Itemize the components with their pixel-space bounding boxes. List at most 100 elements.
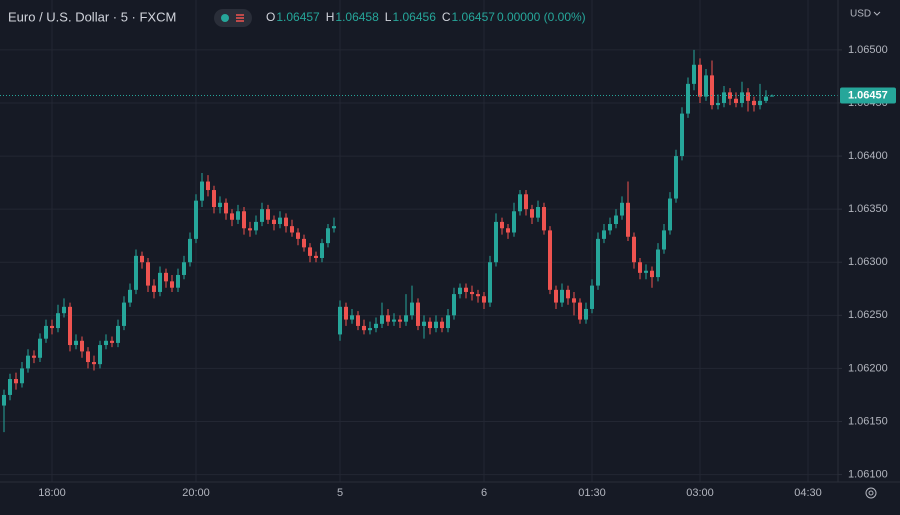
candle-body	[290, 226, 294, 233]
ohlc-legend: O 1.06457 H 1.06458 L 1.06456 C 1.06457 0.00000 …	[266, 10, 586, 24]
candle-body	[722, 92, 726, 103]
candle-body	[44, 325, 48, 339]
candle-body	[206, 181, 210, 191]
candle-body	[590, 285, 594, 309]
currency[interactable]: USD	[850, 9, 871, 20]
candle-body	[554, 289, 558, 303]
candle-body	[710, 75, 714, 106]
candle-body	[536, 207, 540, 218]
x-tick-label: 18:00	[38, 487, 66, 499]
candle-body	[302, 238, 306, 248]
gear[interactable]	[865, 487, 877, 499]
gear-hub	[868, 490, 874, 496]
candle-body	[188, 238, 192, 263]
candle-body	[686, 83, 690, 114]
candle-body	[116, 325, 120, 343]
y-tick-label: 1.06200	[848, 362, 888, 374]
candle-body	[260, 209, 264, 222]
candle-body	[752, 100, 756, 106]
candle-body	[380, 315, 384, 324]
candle-body	[278, 217, 282, 225]
candle-body	[386, 315, 390, 322]
candle-body	[584, 308, 588, 320]
candle-body	[596, 238, 600, 286]
candle-body	[374, 323, 378, 329]
candle-body	[146, 262, 150, 286]
x-tick-label: 04:30	[794, 487, 822, 499]
ohlc-value: 1.06458	[335, 10, 379, 24]
candle-body	[632, 236, 636, 263]
x-tick-label: 03:00	[686, 487, 714, 499]
candle-body	[158, 272, 162, 292]
candle-body	[734, 98, 738, 103]
candle-body	[452, 294, 456, 316]
candle-body	[80, 340, 84, 352]
candle-body	[764, 96, 768, 101]
candle-body	[482, 296, 486, 303]
candle-body	[284, 217, 288, 227]
candle-body	[74, 340, 78, 346]
candle-body	[338, 306, 342, 335]
candle-body	[398, 319, 402, 322]
last-price-badge	[840, 87, 896, 104]
candle-body	[266, 209, 270, 220]
candle-body	[626, 202, 630, 237]
candle-body	[212, 190, 216, 208]
candle-body	[134, 255, 138, 290]
candle-body	[614, 215, 618, 225]
x-tick-label: 6	[481, 487, 487, 499]
candle-body	[50, 325, 54, 329]
candle-body	[326, 228, 330, 244]
x-tick-label: 01:30	[578, 487, 606, 499]
candle-body	[164, 272, 168, 282]
candle-body	[254, 221, 258, 231]
candle-body	[230, 213, 234, 220]
candle-body	[542, 207, 546, 231]
candle-body	[26, 355, 30, 369]
candle-body	[608, 224, 612, 231]
candle-body	[38, 338, 42, 358]
last-price-label: 1.06457	[848, 89, 888, 101]
candle-body	[746, 92, 750, 101]
candle-body	[350, 315, 354, 320]
y-tick-label: 1.06250	[848, 309, 888, 321]
y-tick-label: 1.06400	[848, 150, 888, 162]
toggle-bg[interactable]	[214, 9, 252, 27]
toggle-dot	[221, 14, 229, 22]
candle-body	[740, 92, 744, 103]
candle-body	[662, 230, 666, 250]
chart-title: Euro / U.S. Dollar · 5 · FXCM	[8, 9, 176, 24]
candle-body	[674, 156, 678, 199]
candle-body	[182, 262, 186, 275]
candle-body	[530, 209, 534, 218]
axes: 1.06100 1.06150 1.06200 1.06250 1.06300 1.063…	[38, 44, 896, 499]
candle-body	[176, 274, 180, 288]
candle-body	[56, 313, 60, 329]
candle-body	[716, 102, 720, 106]
candle-body	[68, 306, 72, 346]
candle-body	[236, 211, 240, 220]
candle-body	[680, 113, 684, 157]
status-toggle[interactable]	[214, 9, 252, 27]
ohlc-key: C	[442, 10, 451, 24]
candle-body	[440, 321, 444, 329]
candle-body	[572, 298, 576, 303]
candle-body	[488, 262, 492, 303]
candle-body	[8, 379, 12, 395]
candle-body	[332, 226, 336, 229]
settings-icon[interactable]	[865, 487, 877, 499]
candle-body	[224, 202, 228, 214]
candle-body	[476, 294, 480, 297]
candle-body	[296, 232, 300, 239]
candle-body	[392, 319, 396, 322]
candle-body	[638, 262, 642, 273]
candle-body	[500, 221, 504, 229]
candles	[0, 49, 838, 433]
currency-chevron	[873, 11, 881, 16]
ohlc-change: 0.00000 (0.00%)	[497, 10, 586, 24]
candle-body	[506, 228, 510, 233]
candle-body	[248, 228, 252, 231]
